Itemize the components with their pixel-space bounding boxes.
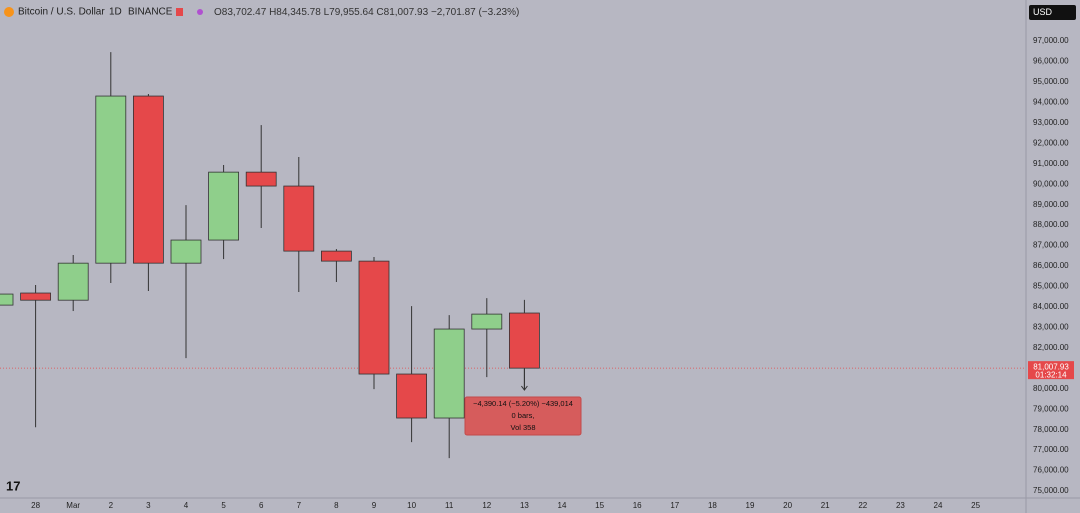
y-tick-label: 90,000.00 (1033, 179, 1069, 188)
x-tick-label: 16 (633, 501, 642, 510)
x-tick-label: 14 (558, 501, 567, 510)
candle-body (57, 262, 89, 301)
measure-box (464, 396, 582, 436)
candle-body (132, 95, 164, 264)
candle-body (208, 171, 240, 241)
flag-icon[interactable] (176, 8, 183, 16)
y-tick-label: 97,000.00 (1033, 36, 1069, 45)
y-tick-label: 77,000.00 (1033, 445, 1069, 454)
c-value: 81,007.93 (384, 7, 429, 18)
y-tick-label: 94,000.00 (1033, 97, 1069, 106)
h-label: H (269, 7, 276, 18)
candle-body (245, 171, 277, 187)
y-tick-label: 83,000.00 (1033, 323, 1069, 332)
x-tick-label: 24 (934, 501, 943, 510)
y-tick-label: 87,000.00 (1033, 241, 1069, 250)
measure-line3: Vol 358 (510, 423, 535, 432)
y-tick-label: 92,000.00 (1033, 138, 1069, 147)
y-tick-label: 91,000.00 (1033, 159, 1069, 168)
x-tick-label: 21 (821, 501, 830, 510)
measure-arrowhead (521, 385, 528, 391)
candle-body (508, 312, 540, 369)
symbol: Bitcoin / U.S. Dollar (18, 7, 105, 18)
c-label: C (376, 7, 383, 18)
x-tick-label: 5 (221, 501, 226, 510)
measure-line2: 0 bars, (512, 411, 535, 420)
candle-body (95, 95, 127, 264)
candle-body (396, 373, 428, 419)
l-value: 79,955.64 (329, 7, 374, 18)
measure-line1: −4,390.14 (−5.20%) −439,014 (473, 399, 573, 408)
logo: 17 (6, 478, 20, 493)
y-tick-label: 84,000.00 (1033, 302, 1069, 311)
alert-icon[interactable] (197, 9, 203, 15)
y-tick-label: 96,000.00 (1033, 57, 1069, 66)
y-tick-label: 80,000.00 (1033, 384, 1069, 393)
y-tick-label: 95,000.00 (1033, 77, 1069, 86)
x-tick-label: Mar (66, 501, 80, 510)
x-tick-label: 10 (407, 501, 416, 510)
last-price-box (1028, 361, 1074, 380)
y-tick-label: 76,000.00 (1033, 466, 1069, 475)
l-label: L (324, 7, 330, 18)
x-tick-label: 8 (334, 501, 339, 510)
candle-body (471, 313, 503, 330)
o-label: O (214, 7, 222, 18)
currency: USD (1033, 7, 1053, 17)
o-value: 83,702.47 (222, 7, 267, 18)
x-tick-label: 22 (858, 501, 867, 510)
candle-body (283, 185, 315, 252)
x-tick-label: 15 (595, 501, 604, 510)
y-tick-label: 75,000.00 (1033, 486, 1069, 495)
x-tick-label: 23 (896, 501, 905, 510)
h-value: 84,345.78 (276, 7, 321, 18)
candle-body (358, 260, 390, 375)
currency-button[interactable] (1029, 5, 1076, 20)
y-tick-label: 79,000.00 (1033, 404, 1069, 413)
ohlc: O83,702.47 H84,345.78 L79,955.64 C81,007… (214, 7, 519, 18)
x-tick-label: 12 (482, 501, 491, 510)
x-tick-label: 2 (109, 501, 114, 510)
x-tick-label: 18 (708, 501, 717, 510)
x-tick-label: 17 (670, 501, 679, 510)
symbol-icon (4, 7, 14, 17)
y-tick-label: 85,000.00 (1033, 282, 1069, 291)
y-tick-label: 82,000.00 (1033, 343, 1069, 352)
candle-body (320, 250, 352, 262)
y-tick-label: 78,000.00 (1033, 425, 1069, 434)
candle-body (0, 293, 14, 306)
x-tick-label: 6 (259, 501, 264, 510)
candle-body (20, 292, 52, 301)
y-tick-label: 93,000.00 (1033, 118, 1069, 127)
x-tick-label: 4 (184, 501, 189, 510)
x-tick-label: 3 (146, 501, 151, 510)
x-tick-label: 13 (520, 501, 529, 510)
countdown: 01:32:14 (1035, 370, 1067, 379)
y-tick-label: 88,000.00 (1033, 220, 1069, 229)
candle-body (433, 328, 465, 419)
x-tick-label: 25 (971, 501, 980, 510)
candle-body (170, 239, 202, 264)
change: −2,701.87 (−3.23%) (431, 7, 519, 18)
x-tick-label: 20 (783, 501, 792, 510)
x-tick-label: 9 (372, 501, 377, 510)
exchange: BINANCE (128, 7, 173, 18)
y-tick-label: 86,000.00 (1033, 261, 1069, 270)
last-price-label: 81,007.93 (1033, 362, 1069, 371)
x-tick-label: 11 (445, 501, 454, 510)
x-tick-label: 28 (31, 501, 40, 510)
x-tick-label: 19 (746, 501, 755, 510)
interval: 1D (109, 7, 122, 18)
x-tick-label: 7 (297, 501, 302, 510)
y-tick-label: 89,000.00 (1033, 200, 1069, 209)
